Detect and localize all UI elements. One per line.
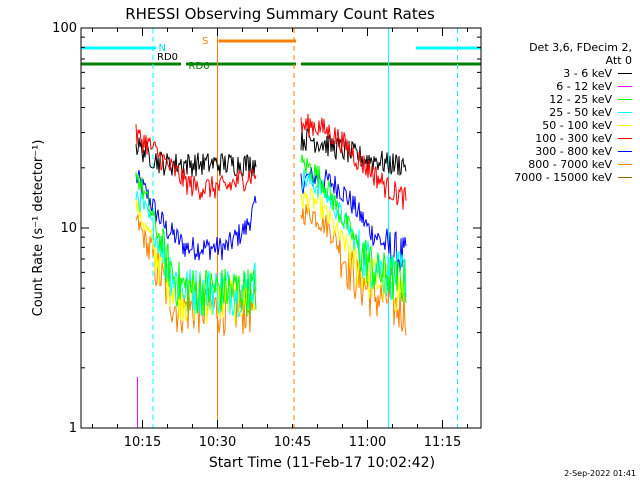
- legend-swatch: [618, 73, 632, 74]
- y-tick-label: 1: [69, 421, 77, 436]
- legend-header-line: Att 0: [605, 54, 632, 67]
- x-tick-label: 10:30: [199, 435, 236, 450]
- series-trace: [300, 154, 407, 304]
- legend-entry-label: 100 - 300 keV: [535, 132, 612, 145]
- legend-swatch: [618, 151, 632, 152]
- annotation-label: RD0: [157, 52, 178, 63]
- legend-swatch: [618, 125, 632, 126]
- y-tick-label: 10: [60, 221, 77, 236]
- x-tick-label: 10:45: [274, 435, 311, 450]
- series-800-7000kev: [135, 203, 407, 336]
- series-12-25kev: [135, 154, 407, 317]
- series-25-50kev: [135, 169, 407, 318]
- series-trace: [300, 169, 407, 301]
- series-trace: [135, 137, 257, 177]
- legend-entry: 300 - 800 keV: [535, 145, 632, 158]
- series-trace: [300, 203, 407, 336]
- legend-entry: 12 - 25 keV: [549, 93, 632, 106]
- legend-entry-label: 6 - 12 keV: [556, 80, 612, 93]
- legend-entry: 50 - 100 keV: [542, 119, 632, 132]
- legend-entry: 25 - 50 keV: [549, 106, 632, 119]
- legend-entry: 7000 - 15000 keV: [514, 171, 632, 184]
- series-trace: [300, 113, 407, 210]
- series-3-6kev: [135, 127, 407, 177]
- legend-entry-label: 3 - 6 keV: [563, 67, 612, 80]
- series-trace: [135, 191, 257, 318]
- legend-swatch: [618, 112, 632, 113]
- legend-entry-label: 25 - 50 keV: [549, 106, 612, 119]
- series-trace: [300, 127, 407, 176]
- legend-entry-label: 800 - 7000 keV: [528, 158, 612, 171]
- x-tick-label: 11:15: [424, 435, 461, 450]
- legend-swatch: [618, 138, 632, 139]
- annotation-label: S: [202, 36, 208, 47]
- legend-entry-label: 7000 - 15000 keV: [514, 171, 612, 184]
- legend-entry: 800 - 7000 keV: [528, 158, 632, 171]
- x-tick-label: 11:00: [349, 435, 386, 450]
- legend-swatch: [618, 99, 632, 100]
- footer-timestamp: 2-Sep-2022 01:41: [564, 469, 636, 478]
- legend-header-line: Det 3,6, FDecim 2,: [529, 41, 632, 54]
- series-trace: [135, 214, 257, 336]
- annotation-label: N: [159, 43, 166, 54]
- y-axis-label: Count Rate (s⁻¹ detector⁻¹): [31, 140, 46, 317]
- x-axis-label: Start Time (11-Feb-17 10:02:42): [209, 455, 435, 471]
- series-trace: [135, 170, 257, 261]
- series-trace: [135, 124, 257, 200]
- legend-entry: 100 - 300 keV: [535, 132, 632, 145]
- legend-entry-label: 300 - 800 keV: [535, 145, 612, 158]
- legend-entry: 3 - 6 keV: [563, 67, 632, 80]
- y-tick-label: 100: [52, 21, 77, 36]
- legend-entry-label: 12 - 25 keV: [549, 93, 612, 106]
- series-100-300kev: [135, 113, 407, 210]
- legend-swatch: [618, 164, 632, 165]
- legend-entry: 6 - 12 keV: [556, 80, 632, 93]
- x-tick-label: 10:15: [124, 435, 161, 450]
- annotation-label: RD6: [189, 61, 210, 72]
- legend-swatch: [618, 177, 632, 178]
- series-trace: [135, 172, 257, 317]
- legend-swatch: [618, 86, 632, 87]
- chart-title: RHESSI Observing Summary Count Rates: [125, 5, 435, 23]
- legend-entry-label: 50 - 100 keV: [542, 119, 612, 132]
